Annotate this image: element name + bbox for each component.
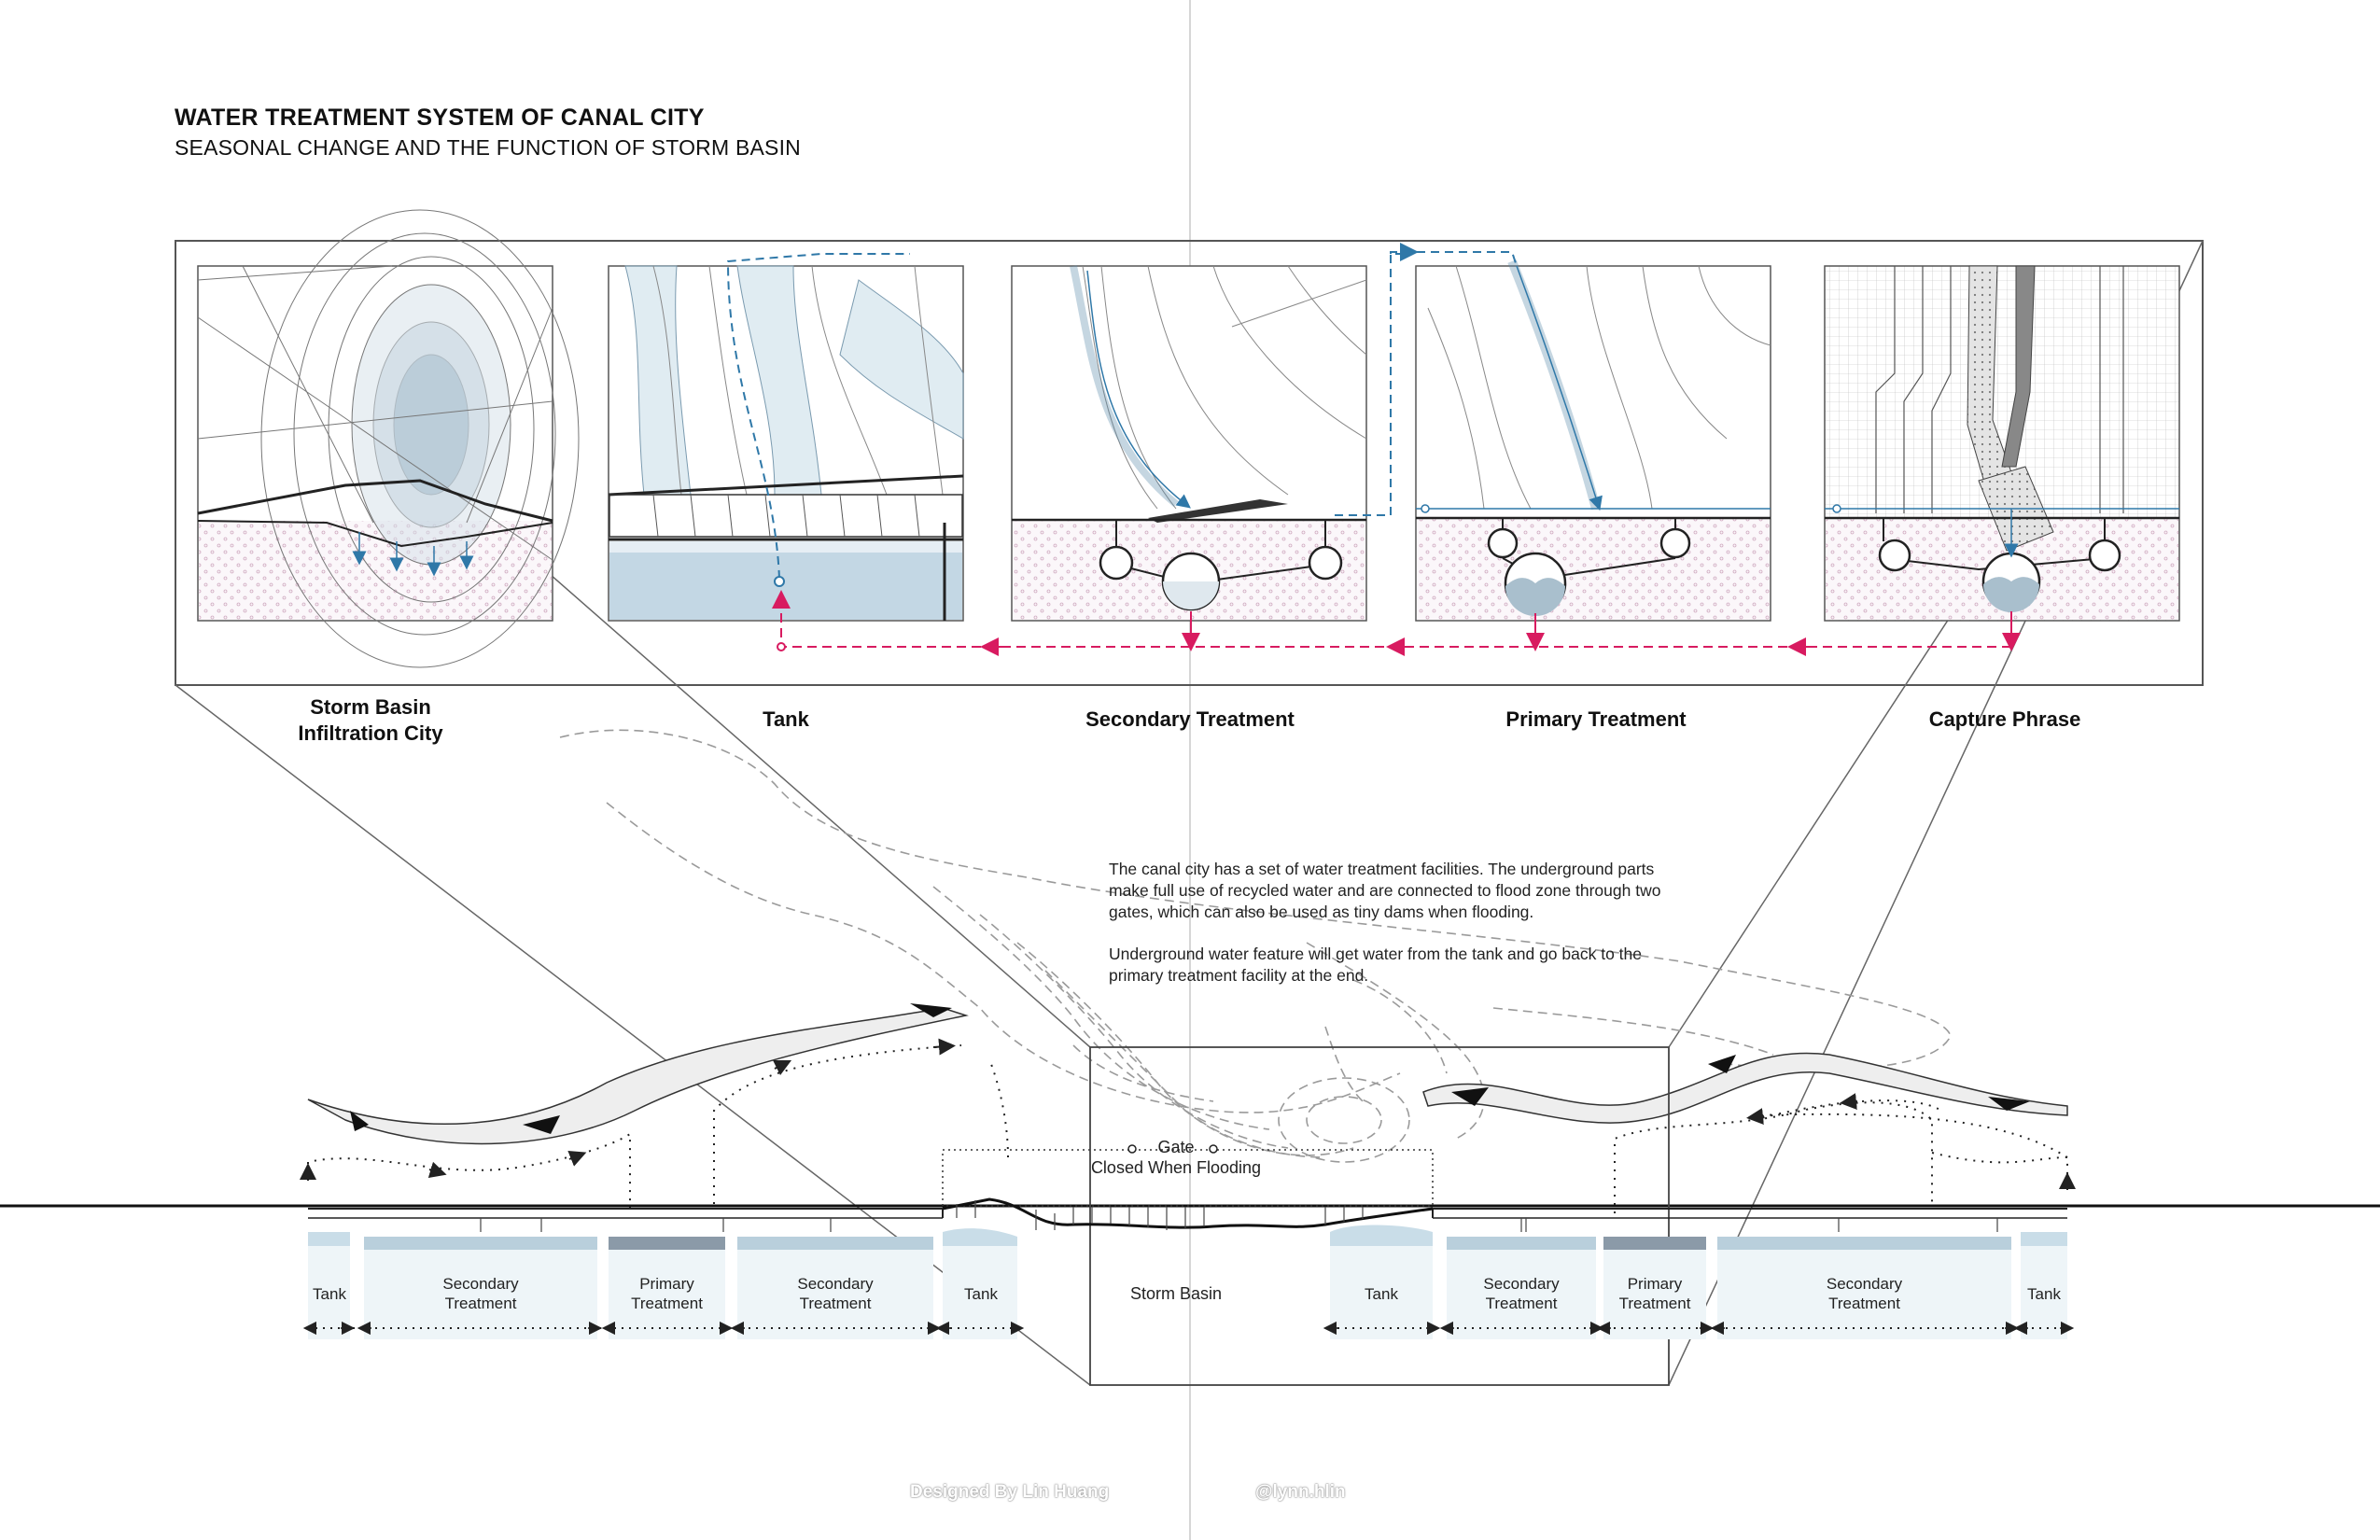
designer-credit: Designed By Lin Huang xyxy=(910,1482,1110,1502)
stage-label-capture-phrase: Capture Phrase xyxy=(1928,707,2081,731)
designer-handle: @lynn.hlin xyxy=(1255,1482,1346,1502)
stage-label-primary-treatment: Primary Treatment xyxy=(1505,707,1687,731)
stage-label-tank: Tank xyxy=(763,707,809,731)
description-text: The canal city has a set of water treatm… xyxy=(1109,859,1669,1007)
storm-basin-box xyxy=(1089,1046,1670,1386)
segment-label-secondary-treatment: Secondary Treatment xyxy=(797,1275,874,1312)
segment-label-secondary-treatment: Secondary Treatment xyxy=(1826,1275,1903,1312)
page-subtitle: SEASONAL CHANGE AND THE FUNCTION OF STOR… xyxy=(175,135,801,160)
panel-storm-basin xyxy=(197,209,580,668)
panel-tank xyxy=(608,253,964,622)
description-paragraph-1: The canal city has a set of water treatm… xyxy=(1109,860,1661,921)
panel-capture-phrase xyxy=(1824,265,2180,651)
panel-primary-treatment xyxy=(1390,243,1771,651)
panel-secondary-treatment xyxy=(1011,253,1400,651)
segment-label-tank: Tank xyxy=(313,1285,346,1303)
segment-label-primary-treatment: Primary Treatment xyxy=(1618,1275,1691,1312)
bridge-right xyxy=(1422,1052,2068,1124)
segment-label-secondary-treatment: Secondary Treatment xyxy=(1483,1275,1560,1312)
page-title: WATER TREATMENT SYSTEM OF CANAL CITY xyxy=(175,105,705,131)
bridge-left xyxy=(307,1007,969,1145)
segment-label-secondary-treatment: Secondary Treatment xyxy=(442,1275,519,1312)
segment-label-tank: Tank xyxy=(1365,1285,1398,1303)
topographic-contours xyxy=(559,729,1952,1163)
return-flow-line xyxy=(772,590,2011,656)
stage-label-storm-basin: Storm Basin Infiltration City xyxy=(298,695,443,745)
stages-frame xyxy=(175,240,2204,686)
stage-label-secondary-treatment: Secondary Treatment xyxy=(1085,707,1295,731)
gate-label: Gate Closed When Flooding xyxy=(1090,1138,1262,1177)
description-paragraph-2: Underground water feature will get water… xyxy=(1109,945,1643,985)
segment-label-tank: Tank xyxy=(2027,1285,2061,1303)
storm-basin-label: Storm Basin xyxy=(1129,1284,1223,1303)
segment-label-primary-treatment: Primary Treatment xyxy=(631,1275,703,1312)
segment-label-tank: Tank xyxy=(964,1285,998,1303)
section-elevation xyxy=(0,1003,2380,1386)
